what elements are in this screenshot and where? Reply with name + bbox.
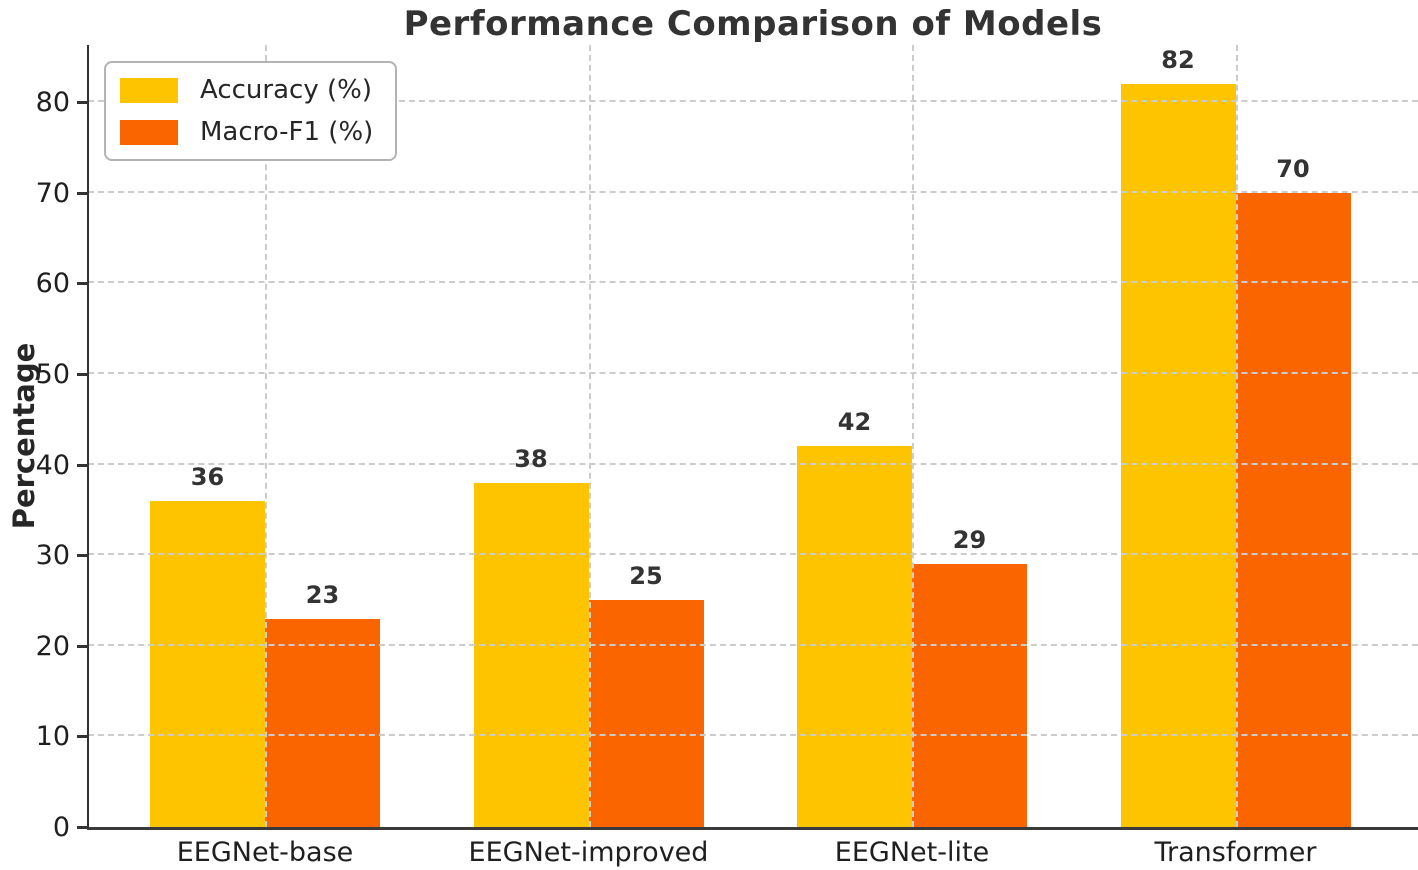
v-gridline: [588, 45, 591, 827]
v-gridline: [1235, 45, 1238, 827]
bar-value-label: 25: [629, 562, 663, 591]
y-tick-label: 40: [35, 449, 70, 481]
bar-value-label: 42: [837, 408, 872, 437]
x-category-label: EEGNet-improved: [468, 837, 709, 868]
x-category-label: EEGNet-base: [176, 837, 354, 868]
bar-value-label: 23: [305, 580, 340, 609]
x-category-label: EEGNet-lite: [834, 837, 990, 868]
y-tick-mark: [77, 101, 87, 105]
y-tick-label: 30: [35, 540, 70, 572]
y-tick-label: 70: [35, 177, 70, 209]
y-tick-mark: [77, 191, 87, 195]
v-gridline: [912, 45, 914, 827]
bar-value-label: 36: [190, 462, 225, 491]
bar-value-label: 70: [1276, 154, 1310, 183]
y-tick-label: 0: [52, 812, 70, 843]
plot-area: Accuracy (%) Macro-F1 (%) 36 38 42 82 23 25 29 7…: [88, 45, 1418, 827]
legend-label: Macro-F1 (%): [200, 117, 374, 147]
y-tick-label: 10: [35, 721, 70, 753]
y-tick-label: 60: [35, 268, 70, 300]
bar-macro-f1: [1235, 192, 1351, 827]
bar-accuracy: [1120, 83, 1236, 827]
v-gridline: [265, 45, 267, 827]
bar-macro-f1: [912, 564, 1027, 827]
y-tick-mark: [77, 554, 87, 558]
y-tick-mark: [77, 372, 87, 376]
bar-accuracy: [473, 482, 589, 827]
x-axis-spine: [87, 827, 1418, 830]
h-gridline: [88, 190, 1418, 193]
legend: Accuracy (%) Macro-F1 (%): [104, 61, 398, 161]
legend-entry: Accuracy (%): [120, 75, 373, 105]
x-category-label: Transformer: [1154, 837, 1317, 868]
h-gridline: [88, 643, 1418, 646]
chart-title: Performance Comparison of Models: [403, 4, 1103, 44]
bar-value-label: 38: [514, 444, 548, 473]
bar-accuracy: [150, 500, 265, 827]
y-tick-mark: [77, 735, 87, 739]
legend-swatch: [120, 119, 178, 145]
y-tick-mark: [77, 282, 87, 286]
bar-accuracy: [797, 446, 912, 827]
y-tick-mark: [77, 826, 87, 829]
y-tick-mark: [77, 463, 87, 467]
y-tick-label: 50: [35, 358, 70, 390]
legend-swatch: [120, 77, 178, 103]
h-gridline: [88, 281, 1418, 284]
legend-label: Accuracy (%): [200, 75, 372, 105]
bar-macro-f1: [588, 600, 704, 827]
bar-value-label: 82: [1161, 45, 1195, 74]
h-gridline: [88, 462, 1418, 465]
legend-entry: Macro-F1 (%): [120, 117, 373, 147]
y-axis-spine: [87, 45, 89, 830]
h-gridline: [88, 100, 1418, 103]
bar-macro-f1: [265, 618, 380, 827]
y-tick-mark: [77, 644, 87, 648]
h-gridline: [88, 371, 1418, 374]
bar-value-label: 29: [952, 526, 987, 555]
h-gridline: [88, 734, 1418, 737]
h-gridline: [88, 553, 1418, 556]
y-tick-label: 80: [35, 87, 70, 119]
y-tick-label: 20: [35, 630, 70, 662]
